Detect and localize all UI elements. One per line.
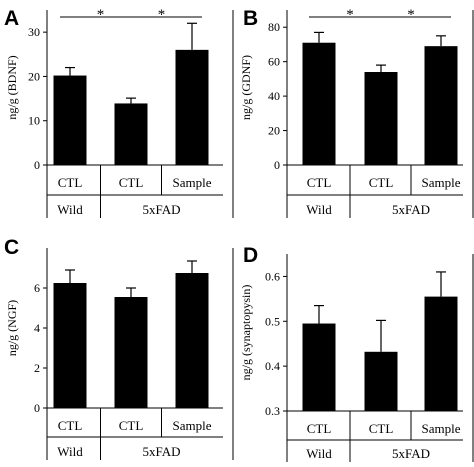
y-tick-label: 0.3 [265, 404, 280, 418]
group-label: Wild [57, 202, 83, 217]
bar [424, 46, 458, 165]
y-tick-label: 4 [34, 321, 40, 335]
group-label: Wild [57, 444, 83, 459]
y-axis-label: ng/g (synaptopysin) [239, 285, 253, 381]
y-tick-label: 0.5 [265, 314, 280, 328]
panel-a: A 0 10 20 30 ng/g (BDNF) CTL CTL Sample Wild 5xFAD… [4, 7, 234, 218]
category-label: CTL [369, 421, 394, 436]
y-tick-label: 20 [28, 69, 40, 83]
group-label: 5xFAD [142, 202, 180, 217]
panel-b: B 0 20 40 60 80 ng/g (GDNF) CTL CTL Sample Wild 5xF… [239, 7, 474, 218]
group-label: 5xFAD [392, 202, 430, 217]
category-label: CTL [307, 175, 332, 190]
bar [114, 103, 148, 165]
y-tick-label: 0 [34, 158, 40, 172]
bar [302, 323, 336, 411]
y-tick-label: 20 [268, 124, 280, 138]
bar [424, 296, 458, 411]
bar [53, 75, 87, 165]
group-label: Wild [306, 202, 332, 217]
bar [114, 297, 148, 408]
panel-c: C 0 2 4 6 ng/g (NGF) CTL CTL Sample Wild 5xFAD [4, 236, 234, 460]
bar [175, 273, 209, 408]
significance-star: * [407, 7, 415, 23]
panel-letter: C [4, 236, 19, 259]
y-tick-label: 40 [268, 89, 280, 103]
y-axis-label: ng/g (BDNF) [5, 55, 19, 119]
category-label: CTL [58, 175, 83, 190]
group-label: 5xFAD [392, 446, 430, 461]
bar [302, 42, 336, 165]
category-label: Sample [422, 175, 461, 190]
bar [364, 72, 398, 165]
category-label: CTL [119, 175, 144, 190]
bar [364, 351, 398, 411]
panel-d: D 0.3 0.4 0.5 0.6 ng/g (synaptopysin) CTL CTL Sa… [239, 244, 474, 462]
y-tick-label: 0.4 [265, 359, 280, 373]
category-label: CTL [307, 421, 332, 436]
panel-letter: B [243, 7, 258, 30]
significance-star: * [158, 7, 166, 23]
category-label: CTL [58, 418, 83, 433]
y-tick-label: 80 [268, 20, 280, 34]
y-tick-label: 6 [34, 281, 40, 295]
bar [53, 283, 87, 408]
y-tick-label: 30 [28, 25, 40, 39]
panel-letter: D [243, 244, 258, 267]
y-tick-label: 2 [34, 361, 40, 375]
y-tick-label: 60 [268, 55, 280, 69]
y-axis-label: ng/g (GDNF) [239, 55, 253, 120]
y-tick-label: 0 [274, 158, 280, 172]
bar [175, 49, 209, 165]
y-tick-label: 0.6 [265, 269, 280, 283]
y-axis-label: ng/g (NGF) [5, 300, 19, 356]
significance-star: * [97, 7, 105, 23]
category-label: CTL [119, 418, 144, 433]
category-label: Sample [173, 418, 212, 433]
y-tick-label: 0 [34, 401, 40, 415]
group-label: 5xFAD [142, 444, 180, 459]
significance-star: * [346, 7, 354, 23]
y-tick-label: 10 [28, 114, 40, 128]
panel-letter: A [4, 7, 19, 30]
category-label: Sample [173, 175, 212, 190]
category-label: Sample [422, 421, 461, 436]
group-label: Wild [306, 446, 332, 461]
category-label: CTL [369, 175, 394, 190]
